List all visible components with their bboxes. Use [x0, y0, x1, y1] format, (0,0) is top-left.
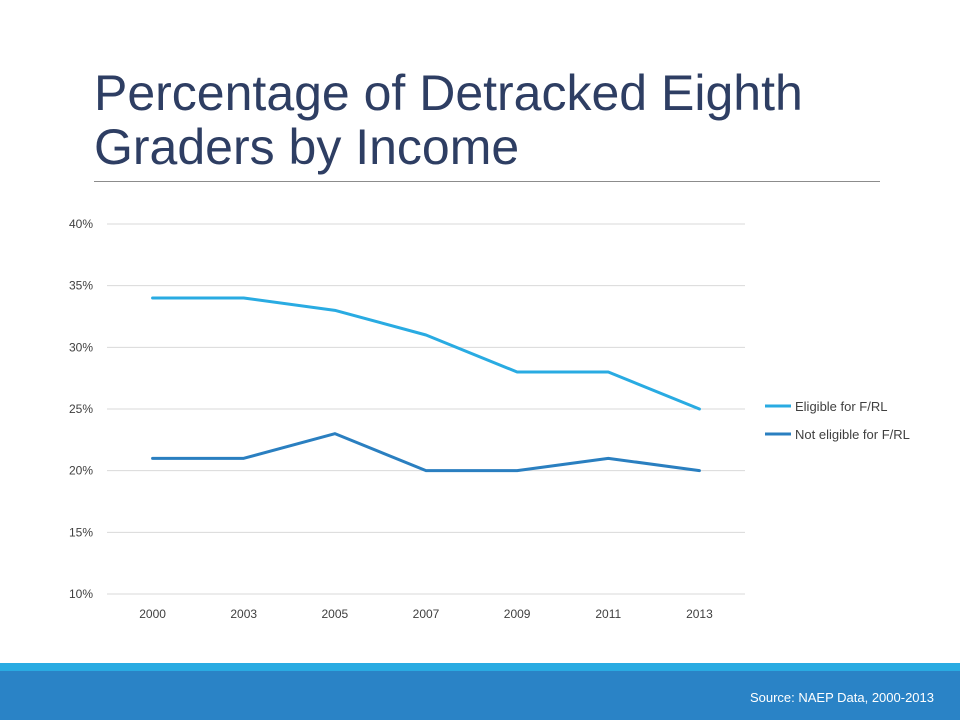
x-tick-label: 2000	[139, 607, 166, 621]
x-tick-label: 2005	[322, 607, 349, 621]
footer-accent-bar	[0, 663, 960, 671]
legend: Eligible for F/RL Not eligible for F/RL	[765, 399, 910, 442]
x-tick-label: 2007	[413, 607, 440, 621]
y-axis-ticks: 10% 15% 20% 25% 30% 35% 40%	[69, 217, 93, 601]
series-lines	[151, 296, 701, 473]
series-line-1	[151, 296, 701, 411]
y-tick-label: 15%	[69, 525, 93, 539]
source-note: Source: NAEP Data, 2000-2013	[749, 690, 934, 705]
y-tick-label: 10%	[69, 587, 93, 601]
x-tick-label: 2013	[686, 607, 713, 621]
y-tick-label: 40%	[69, 217, 93, 231]
gridlines	[107, 223, 745, 595]
y-tick-label: 35%	[69, 279, 93, 293]
legend-label: Not eligible for F/RL	[795, 427, 910, 442]
y-tick-label: 30%	[69, 340, 93, 354]
series-line-2	[151, 432, 701, 473]
x-tick-label: 2009	[504, 607, 531, 621]
x-tick-label: 2003	[230, 607, 257, 621]
x-tick-label: 2011	[595, 607, 621, 621]
y-tick-label: 20%	[69, 464, 93, 478]
line-chart: 10%15%20%25%30%35%40% 2000 2003 2005 2007 20…	[69, 217, 910, 621]
slide-title: Percentage of Detracked Eighth Graders b…	[94, 65, 803, 175]
footer-bar	[0, 671, 960, 720]
y-tick-label: 25%	[69, 402, 93, 416]
legend-label: Eligible for F/RL	[795, 399, 887, 414]
x-axis-ticks: 2000 2003 2005 2007 2009 2011 2013	[139, 607, 713, 621]
title-divider	[94, 181, 880, 182]
